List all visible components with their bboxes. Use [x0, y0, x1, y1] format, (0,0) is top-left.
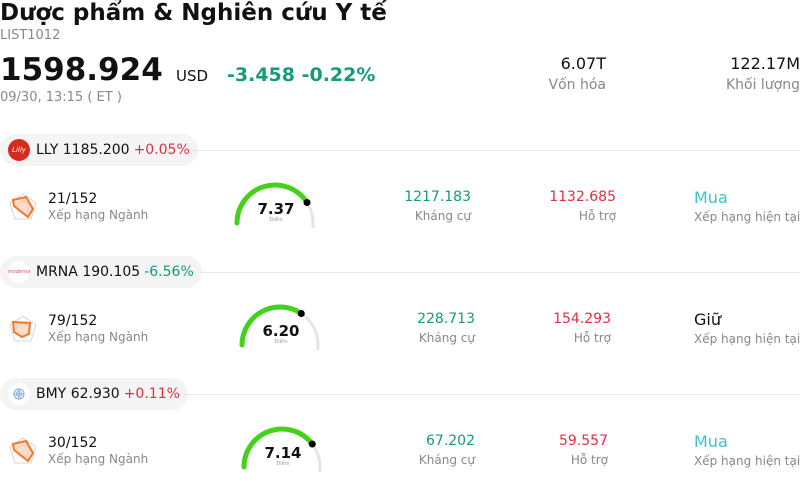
gauge-fill: [241, 426, 315, 470]
resistance-label: Kháng cự: [414, 209, 471, 223]
market-cap-value: 6.07T: [560, 54, 606, 73]
support-value: 59.557: [559, 433, 608, 449]
gauge-fill: [239, 304, 304, 348]
resistance-label: Kháng cự: [418, 453, 475, 467]
support-label: Hỗ trợ: [570, 453, 608, 467]
current-rating-label: Xếp hạng hiện tại: [694, 332, 800, 346]
industry-rank: 30/152: [48, 435, 98, 451]
company-logo-icon: Lilly: [8, 139, 30, 161]
score-gauge: [234, 182, 315, 228]
industry-rank: 79/152: [48, 313, 98, 329]
radar-chart-icon: [9, 193, 37, 220]
radar-chart-icon: [9, 315, 37, 342]
list-code: LIST1012: [0, 28, 61, 43]
divider: [200, 272, 800, 273]
logo-text: moderna: [7, 269, 31, 275]
radar-chart-icon: [9, 437, 37, 464]
stock-price: 62.930: [70, 386, 120, 402]
score-label: Điểm: [276, 461, 290, 467]
gauge-marker: [308, 440, 316, 448]
current-rating-label: Xếp hạng hiện tại: [694, 210, 800, 224]
stock-chip-lly[interactable]: Lilly LLY 1185.200 +0.05%: [0, 134, 198, 166]
score-label: Điểm: [269, 217, 283, 223]
ticker: LLY: [36, 142, 59, 158]
timestamp: 09/30, 13:15 ( ET ): [0, 90, 122, 105]
company-logo-icon: moderna: [8, 261, 30, 283]
volume-label: Khối lượng: [725, 77, 800, 93]
support-label: Hỗ trợ: [578, 209, 616, 223]
divider: [184, 394, 800, 395]
market-cap-label: Vốn hóa: [548, 77, 606, 93]
support-value: 154.293: [553, 311, 611, 327]
score-gauge: [239, 304, 320, 350]
page-title: Dược phẩm & Nghiên cứu Y tế: [0, 0, 387, 26]
score-gauge: [241, 426, 322, 472]
stock-price: 1185.200: [62, 142, 130, 158]
market-cap-stat: 6.07T Vốn hóa: [549, 54, 606, 93]
current-rating: Mua: [694, 188, 728, 207]
industry-rank: 21/152: [48, 191, 98, 207]
currency-label: USD: [176, 67, 209, 85]
support-value: 1132.685: [549, 189, 616, 205]
stock-change: -6.56%: [144, 264, 194, 280]
stock-change: +0.05%: [133, 142, 190, 158]
logo-text: Lilly: [12, 146, 26, 154]
ticker: MRNA: [36, 264, 78, 280]
resistance-value: 67.202: [426, 433, 475, 449]
gauge-marker: [297, 310, 305, 318]
resistance-value: 1217.183: [404, 189, 471, 205]
resistance-value: 228.713: [417, 311, 475, 327]
stock-chip-mrna[interactable]: moderna MRNA 190.105 -6.56%: [0, 256, 202, 288]
stock-chip-bmy[interactable]: BMY 62.930 +0.11%: [0, 378, 188, 410]
company-logo-icon: [8, 383, 30, 405]
stock-change: +0.11%: [123, 386, 180, 402]
gauge-marker: [303, 199, 311, 207]
current-rating: Giữ: [694, 310, 721, 329]
score-label: Điểm: [274, 339, 288, 345]
industry-rank-label: Xếp hạng Ngành: [48, 208, 149, 222]
stock-price: 190.105: [82, 264, 141, 280]
score-value: 7.14: [264, 444, 302, 462]
support-label: Hỗ trợ: [573, 331, 611, 345]
resistance-label: Kháng cự: [418, 331, 475, 345]
industry-rank-label: Xếp hạng Ngành: [48, 330, 149, 344]
score-value: 6.20: [262, 322, 300, 340]
volume-value: 122.17M: [730, 54, 800, 73]
score-value: 7.37: [257, 200, 295, 218]
volume-stat: 122.17M Khối lượng: [726, 54, 800, 93]
ticker: BMY: [36, 386, 67, 402]
price-change: -3.458 -0.22%: [227, 64, 376, 86]
divider: [192, 150, 800, 151]
current-rating: Mua: [694, 432, 728, 451]
industry-rank-label: Xếp hạng Ngành: [48, 452, 149, 466]
index-price: 1598.924: [0, 52, 163, 88]
current-rating-label: Xếp hạng hiện tại: [694, 454, 800, 468]
gauge-fill: [234, 182, 310, 226]
